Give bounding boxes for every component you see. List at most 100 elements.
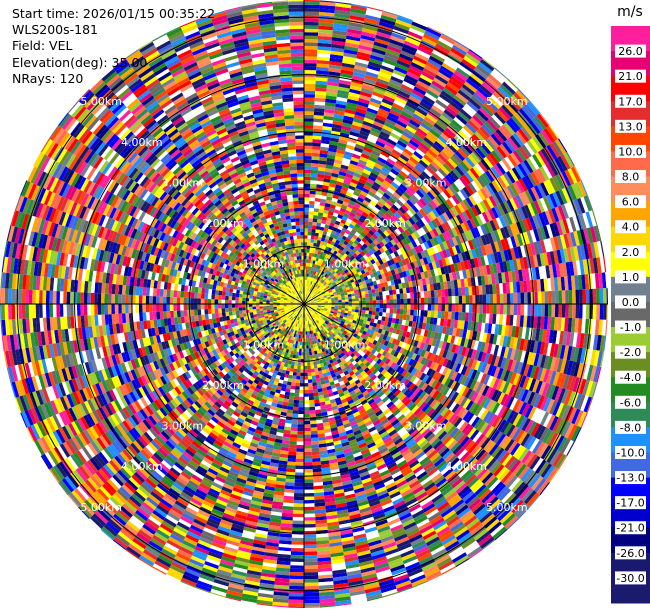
velocity-gate (330, 50, 344, 56)
velocity-gate (304, 83, 316, 88)
velocity-gate (364, 14, 381, 22)
velocity-gate (314, 101, 326, 106)
velocity-gate (323, 115, 334, 121)
velocity-gate (354, 61, 369, 68)
velocity-gate (304, 28, 319, 33)
velocity-gate (304, 59, 317, 64)
velocity-gate (320, 198, 327, 203)
velocity-gate (309, 197, 316, 202)
velocity-gate (319, 150, 329, 155)
velocity-gate (304, 231, 308, 236)
velocity-gate (349, 88, 361, 95)
velocity-gate (310, 239, 315, 243)
velocity-gate (305, 286, 307, 291)
velocity-gate (313, 256, 317, 261)
velocity-gate (327, 81, 339, 87)
velocity-gate (306, 283, 309, 288)
velocity-gate (356, 104, 368, 111)
velocity-gate (318, 18, 334, 24)
velocity-gate (325, 199, 332, 205)
velocity-gate (347, 95, 360, 102)
velocity-gate (316, 180, 324, 185)
velocity-gate (304, 228, 308, 232)
velocity-gate (363, 78, 377, 85)
velocity-gate (343, 52, 357, 59)
velocity-gate (333, 162, 342, 168)
velocity-gate (324, 105, 336, 111)
velocity-gate (325, 98, 337, 104)
velocity-gate (309, 277, 312, 281)
velocity-gate (365, 11, 382, 19)
velocity-gate (339, 79, 352, 86)
velocity-gate (304, 283, 307, 287)
velocity-gate (304, 262, 307, 267)
velocity-gate (348, 134, 359, 141)
velocity-gate (313, 264, 317, 268)
velocity-gate (311, 253, 315, 257)
velocity-gate (326, 161, 335, 166)
velocity-gate (323, 227, 329, 232)
velocity-gate (305, 293, 307, 298)
velocity-gate (323, 178, 331, 183)
velocity-gate (324, 203, 331, 208)
velocity-gate (356, 54, 370, 62)
velocity-gate (306, 280, 308, 284)
velocity-gate (332, 166, 341, 171)
velocity-gate (326, 88, 338, 94)
velocity-gate (313, 242, 317, 247)
velocity-gates (0, 0, 608, 608)
velocity-gate (316, 243, 320, 248)
velocity-gate (304, 107, 315, 112)
velocity-gate (304, 90, 316, 95)
velocity-gate (318, 163, 327, 168)
velocity-gate (358, 44, 373, 52)
velocity-gate (325, 91, 338, 97)
velocity-gate (311, 163, 319, 168)
velocity-gate (347, 28, 362, 35)
velocity-gate (307, 276, 310, 281)
velocity-gate (321, 219, 327, 225)
velocity-gate (319, 205, 325, 210)
velocity-gate (322, 126, 332, 131)
velocity-gate (306, 255, 309, 260)
velocity-gate (308, 211, 314, 215)
velocity-gate (307, 238, 311, 243)
velocity-gate (317, 250, 321, 255)
velocity-gate (316, 222, 322, 227)
velocity-gate (344, 112, 355, 118)
velocity-gate (306, 249, 310, 253)
velocity-gate (306, 262, 309, 267)
velocity-gate (321, 136, 331, 141)
velocity-gate (304, 4, 320, 9)
velocity-gate (322, 185, 329, 190)
velocity-gate (309, 263, 313, 267)
velocity-gate (317, 173, 325, 179)
velocity-gate (304, 238, 308, 243)
velocity-gate (319, 11, 335, 17)
velocity-gate (342, 59, 356, 65)
velocity-gate (325, 95, 337, 101)
velocity-gate (311, 166, 319, 171)
velocity-gate (304, 204, 310, 208)
velocity-gate (351, 3, 368, 8)
velocity-gate (313, 121, 324, 126)
velocity-gate (314, 253, 318, 258)
velocity-gate (305, 273, 308, 277)
velocity-gate (307, 269, 310, 274)
velocity-gate (308, 225, 313, 229)
velocity-gate (318, 22, 334, 27)
velocity-gate (346, 102, 358, 108)
velocity-gate (315, 87, 327, 92)
velocity-gate (304, 128, 314, 133)
velocity-gate (309, 204, 315, 209)
velocity-gate (337, 89, 350, 96)
velocity-gate (332, 194, 340, 200)
velocity-gate (325, 164, 334, 170)
velocity-gate (304, 297, 306, 301)
velocity-gate (319, 156, 328, 162)
velocity-gate (304, 173, 311, 177)
velocity-gate (304, 197, 310, 201)
velocity-gate (334, 159, 343, 165)
velocity-gate (304, 94, 315, 98)
velocity-gate (336, 149, 345, 155)
